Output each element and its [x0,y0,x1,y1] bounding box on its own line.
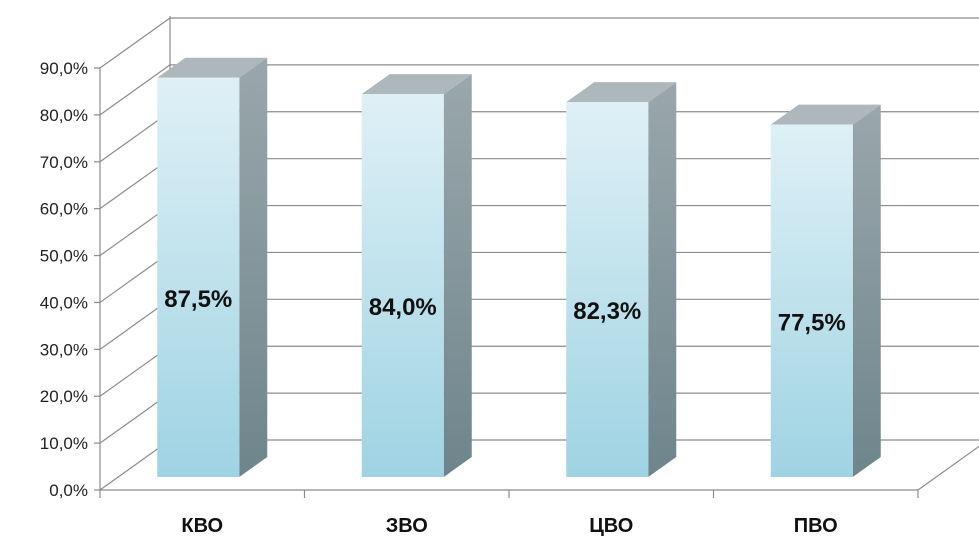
bar [566,82,677,478]
bar-side [648,82,677,478]
y-tick-label: 20,0% [40,387,88,406]
axes [94,67,919,498]
data-label: 87,5% [164,286,232,313]
data-label: 82,3% [573,298,641,325]
bar-top [566,82,677,103]
x-category-label: ЦВО [589,515,633,537]
y-tick-label: 60,0% [40,200,88,219]
x-category-label: КВО [181,515,223,537]
y-tick-label: 70,0% [40,153,88,172]
x-category-label: ЗВО [386,515,428,537]
bar-front [361,94,444,477]
data-label: 84,0% [369,294,437,321]
y-tick-label: 80,0% [40,106,88,125]
bar-front [770,124,853,477]
bar-top [157,57,268,78]
y-tick-label: 30,0% [40,340,88,359]
floor-edge [917,445,979,491]
bar-top [361,74,472,95]
y-tick-label: 10,0% [40,434,88,453]
bar-front [566,102,649,478]
y-tick-label: 0,0% [49,481,88,500]
y-tick-label: 50,0% [40,247,88,266]
bar-top [770,104,881,125]
bar-side [239,57,268,477]
bar-front [157,77,240,477]
x-category-label: ПВО [794,515,838,537]
bar-side [443,74,472,477]
y-tick-label: 90,0% [40,59,88,78]
bar [361,74,472,477]
bar [770,104,881,477]
bars [157,57,881,478]
bar-side [852,104,881,477]
labels: 0,0% 10,0% 20,0% 30,0% 40,0% 50,0% 60,0% 70,0% 8… [40,59,846,537]
bar [157,57,268,477]
y-tick-label: 40,0% [40,293,88,312]
data-label: 77,5% [778,309,846,336]
